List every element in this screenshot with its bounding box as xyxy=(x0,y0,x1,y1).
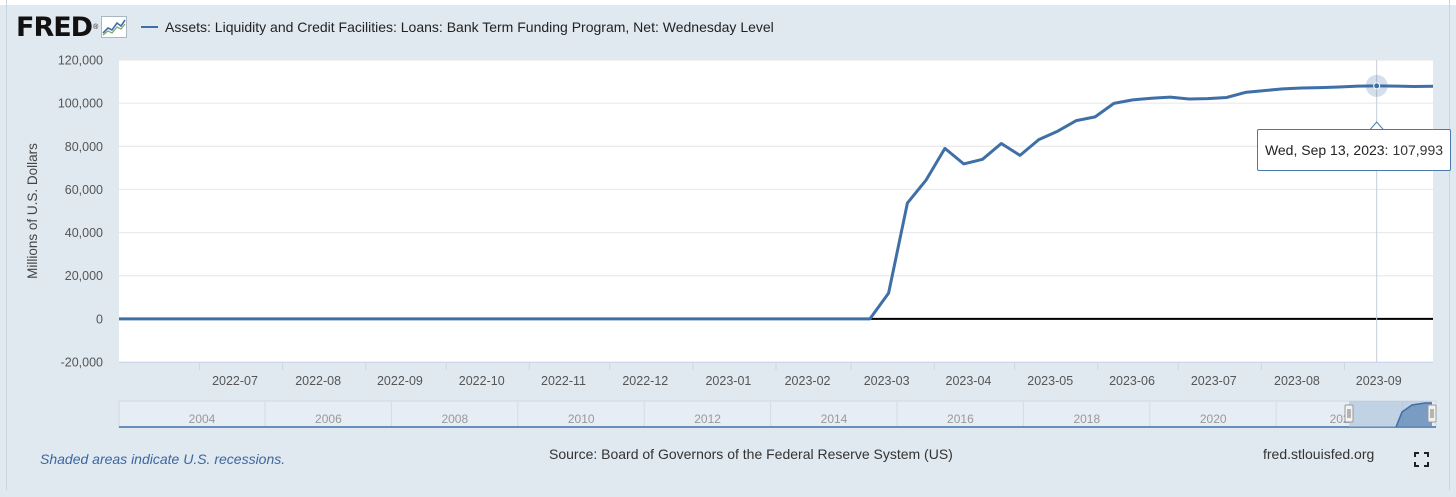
x-tick-label: 2022-07 xyxy=(212,374,258,388)
series-line[interactable] xyxy=(119,84,1434,321)
chart-legend: Assets: Liquidity and Credit Facilities:… xyxy=(141,18,774,36)
legend-label: Assets: Liquidity and Credit Facilities:… xyxy=(165,19,774,35)
navigator-label: 2010 xyxy=(568,412,595,426)
navigator-label: 2020 xyxy=(1200,412,1227,426)
x-tick-label: 2022-10 xyxy=(459,374,505,388)
data-tooltip: Wed, Sep 13, 2023: 107,993 xyxy=(1257,129,1451,171)
x-tick-label: 2022-12 xyxy=(622,374,668,388)
y-tick-label: 0 xyxy=(96,312,103,326)
recession-note: Shaded areas indicate U.S. recessions. xyxy=(40,451,286,467)
x-tick-label: 2023-02 xyxy=(785,374,831,388)
navigator-handle-right[interactable] xyxy=(1427,404,1437,423)
y-tick-label: -20,000 xyxy=(61,356,103,370)
fred-chart-icon xyxy=(101,16,128,38)
y-tick-label: 100,000 xyxy=(58,97,103,111)
navigator-label: 2008 xyxy=(441,412,468,426)
fred-logo[interactable]: FRED ® xyxy=(16,10,128,44)
x-tick-label: 2023-03 xyxy=(864,374,910,388)
y-tick-label: 20,000 xyxy=(65,269,103,283)
tooltip-pointer xyxy=(1369,121,1385,131)
navigator-label: 2012 xyxy=(694,412,721,426)
source-text: Source: Board of Governors of the Federa… xyxy=(549,446,953,462)
site-link[interactable]: fred.stlouisfed.org xyxy=(1263,446,1375,462)
navigator-label: 2006 xyxy=(315,412,342,426)
x-tick-label: 2023-09 xyxy=(1356,374,1402,388)
y-tick-label: 80,000 xyxy=(65,140,103,154)
x-tick-label: 2023-01 xyxy=(705,374,751,388)
x-tick-label: 2023-06 xyxy=(1109,374,1155,388)
logo-registered-mark: ® xyxy=(93,23,99,31)
x-tick-label: 2023-04 xyxy=(946,374,992,388)
navigator-label: 2018 xyxy=(1073,412,1100,426)
x-tick-label: 2022-08 xyxy=(295,374,341,388)
navigator-label: 2016 xyxy=(947,412,974,426)
navigator-label: 2014 xyxy=(821,412,848,426)
y-tick-label: 40,000 xyxy=(65,226,103,240)
highlight-point[interactable] xyxy=(1373,82,1381,90)
x-tick-label: 2023-08 xyxy=(1274,374,1320,388)
x-tick-label: 2022-11 xyxy=(541,374,586,388)
navigator-label: 2004 xyxy=(189,412,216,426)
logo-text: FRED xyxy=(16,11,93,43)
navigator-track[interactable] xyxy=(118,400,1437,428)
tooltip-value: 107,993 xyxy=(1392,142,1444,158)
navigator-series-line xyxy=(1395,402,1432,428)
navigator-handle-left[interactable] xyxy=(1344,404,1354,423)
plot-area xyxy=(119,60,1433,362)
y-tick-label: 120,000 xyxy=(58,54,103,68)
tooltip-date: Wed, Sep 13, 2023: xyxy=(1264,142,1389,158)
navigator-series-area xyxy=(1396,403,1432,427)
fullscreen-icon[interactable] xyxy=(1414,452,1429,467)
x-tick-label: 2022-09 xyxy=(377,374,423,388)
y-tick-label: 60,000 xyxy=(65,183,103,197)
x-tick-label: 2023-05 xyxy=(1027,374,1073,388)
legend-swatch xyxy=(141,26,158,28)
x-tick-label: 2023-07 xyxy=(1191,374,1237,388)
y-axis-title: Millions of U.S. Dollars xyxy=(25,143,40,279)
